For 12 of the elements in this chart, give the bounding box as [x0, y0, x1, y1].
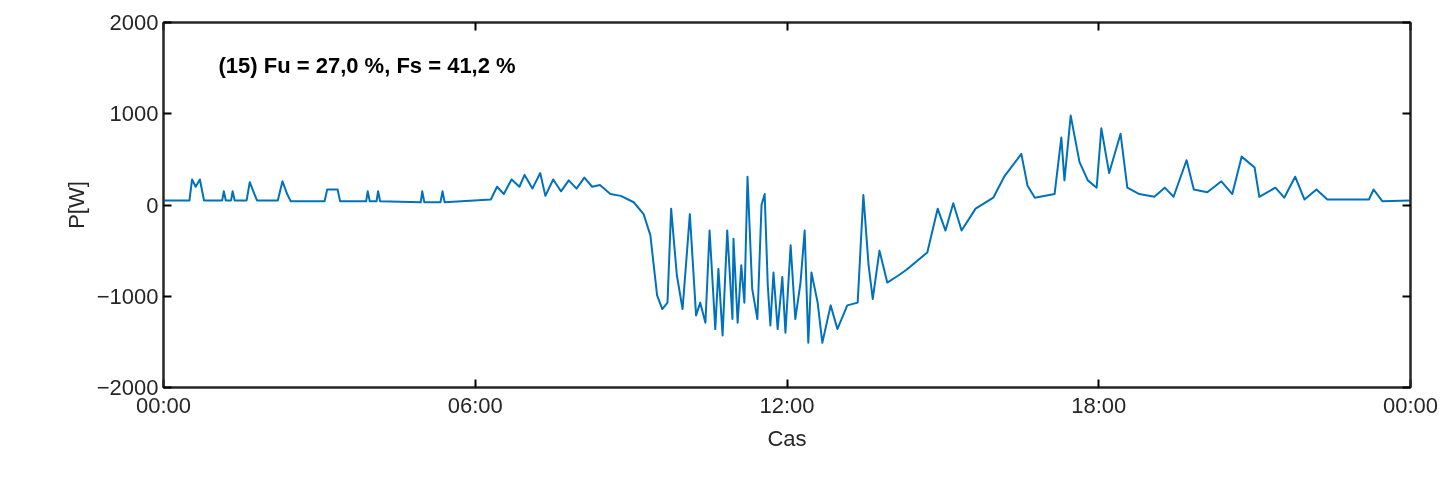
- y-tick-label: −1000: [96, 283, 159, 309]
- x-tick-label: 00:00: [1382, 392, 1439, 418]
- line-series: [163, 114, 1411, 344]
- x-tick-label: 12:00: [759, 392, 815, 418]
- y-tick-label: 2000: [109, 10, 159, 35]
- y-axis-title: P[W]: [63, 181, 89, 229]
- y-tick-label: 0: [146, 192, 159, 218]
- x-tick-label: 18:00: [1071, 392, 1127, 418]
- x-axis-title: Cas: [767, 425, 807, 451]
- y-tick-label: 1000: [109, 101, 159, 127]
- annotation: (15) Fu = 27,0 %, Fs = 41,2 %: [218, 52, 516, 78]
- x-tick-label: 06:00: [447, 392, 503, 418]
